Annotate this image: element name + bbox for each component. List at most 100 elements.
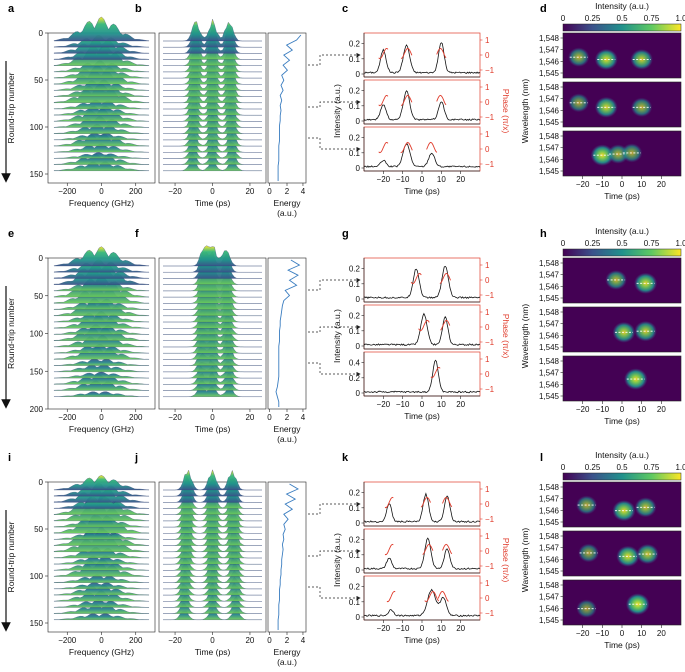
x-tick-label: −20 [377,175,391,184]
x-tick-label: −20 [168,187,182,196]
y-axis-title: Intensity (a.u.) [332,309,342,363]
subplot-frame [363,79,481,125]
y-tick-label: 0 [356,70,361,79]
connector-arrow [308,137,361,152]
x-axis-title: Time (ps) [195,647,231,657]
energy-panel: 0 2 4 Energy(a.u.) [267,481,307,667]
y-tick-label: 1,546 [539,506,560,515]
waterfall-ridge [163,18,262,42]
x-tick-label: 0 [99,187,104,196]
connector-arrow [308,501,361,515]
x-tick-label: −10 [396,624,410,633]
energy-series-line [275,259,301,407]
phase-segment [442,543,453,555]
phase-tick-label: −1 [485,113,495,122]
y-tick-label: 1,548 [539,581,560,590]
y-tick-label: 1,548 [539,34,560,43]
phase-segment [384,543,394,556]
y-tick-label: 1,545 [539,567,560,576]
temporal-evolution-panel: f −20 0 20 Time (ps) [135,228,267,434]
y-tick-label: 150 [30,170,44,179]
y-tick-label: 1,548 [539,357,560,366]
y-tick-label: 50 [34,292,43,301]
panel-label: b [135,3,142,15]
x-axis-unit: (a.u.) [277,657,297,667]
phase-tick-label: 0 [485,547,490,556]
x-tick-label: 0 [420,400,425,409]
phase-axis-title: Phase (π/x) [501,538,511,583]
y-tick-label: 1,547 [539,495,560,504]
panel-label: k [342,452,349,464]
y-tick-label: 0.2 [349,536,361,545]
waterfall-ridge [53,582,150,590]
x-axis-title: Time (ps) [404,411,440,421]
phase-tick-label: 1 [485,130,490,139]
x-axis-unit: (a.u.) [277,208,297,218]
y-axis-title: Wavelength (nm) [520,304,530,369]
phase-tick-label: 1 [485,532,490,541]
energy-panel: 0 2 4 Energy(a.u.) [267,32,307,218]
connector-arrow [308,277,361,291]
y-tick-label: 0.1 [349,327,361,336]
phase-axis-title: Phase (π/x) [501,89,511,134]
y-tick-label: 1,547 [539,46,560,55]
phase-segment [410,273,422,285]
phase-tick-label: −1 [485,562,495,571]
subplot-frame [363,304,481,350]
phase-segment [442,496,453,508]
waterfall-ridge [53,132,150,141]
y-tick-label: 0 [356,117,361,126]
waterfall-ridge [53,599,150,608]
intensity-trace [363,537,481,570]
phase-segment [384,496,394,509]
phase-tick-label: −1 [485,160,495,169]
spectrogram-subplot: 1,548 1,547 1,546 1,545 [539,481,682,528]
x-tick-label: −20 [576,405,590,414]
x-tick-label: −200 [58,187,77,196]
panel-label: d [540,3,547,15]
waterfall-ridge [53,16,150,42]
subplot-frame [363,257,481,303]
y-tick-label: 0 [356,613,361,622]
y-tick-label: 0 [356,342,361,351]
phase-segment [378,142,389,154]
x-tick-label: 10 [437,624,446,633]
y-tick-label: 1,545 [539,392,560,401]
phase-tick-label: 1 [485,485,490,494]
x-axis-title: Energy [274,647,302,657]
waterfall-ridge [53,391,150,397]
x-tick-label: 10 [437,400,446,409]
x-tick-label: 10 [637,180,646,189]
x-axis-title: Time (ps) [404,635,440,645]
spectral-evolution-panel: a 0 50 100 150 −200 0 200 Frequency (GHz) Round-t… [1,3,156,208]
y-tick-label: 0.1 [349,504,361,513]
y-tick-label: 0.1 [349,598,361,607]
x-axis-title: Frequency (GHz) [69,198,134,208]
plot-frame [267,32,307,184]
phase-segment [436,47,447,59]
panel-label: j [134,452,138,464]
y-tick-label: 1,547 [539,95,560,104]
subplot-frame [363,481,481,527]
spectrogram-subplot: 1,548 1,547 1,546 1,545 [539,579,682,626]
waterfall-ridge [53,246,150,267]
x-axis-title: Energy [274,424,302,434]
y-tick-label: 0.2 [349,40,361,49]
subplot-frame [363,126,481,172]
energy-series-line [277,483,299,630]
energy-series-line [277,34,302,181]
colorbar-tick-label: 0 [561,463,566,472]
intensity-trace [363,588,481,617]
intensity-phase-panel: c00.10.2 10−100.10.2 10−100.10.2 10−1−20 −10… [308,3,511,196]
x-axis-unit: (a.u.) [277,434,297,444]
x-axis-title: Frequency (GHz) [69,647,134,657]
temporal-evolution-panel: j −20 0 20 Time (ps) [134,452,267,657]
intensity-trace [363,42,481,74]
phase-segment [378,95,389,107]
waterfall-ridge [53,371,150,379]
x-tick-label: 0 [267,636,272,645]
x-tick-label: −10 [396,175,410,184]
spectral-evolution-panel: e 0 50 100 150 200 −200 0 200 Frequency (GHz) Roun… [1,228,156,434]
x-axis-title: Time (ps) [195,424,231,434]
colorbar-tick-label: 0.5 [616,463,628,472]
